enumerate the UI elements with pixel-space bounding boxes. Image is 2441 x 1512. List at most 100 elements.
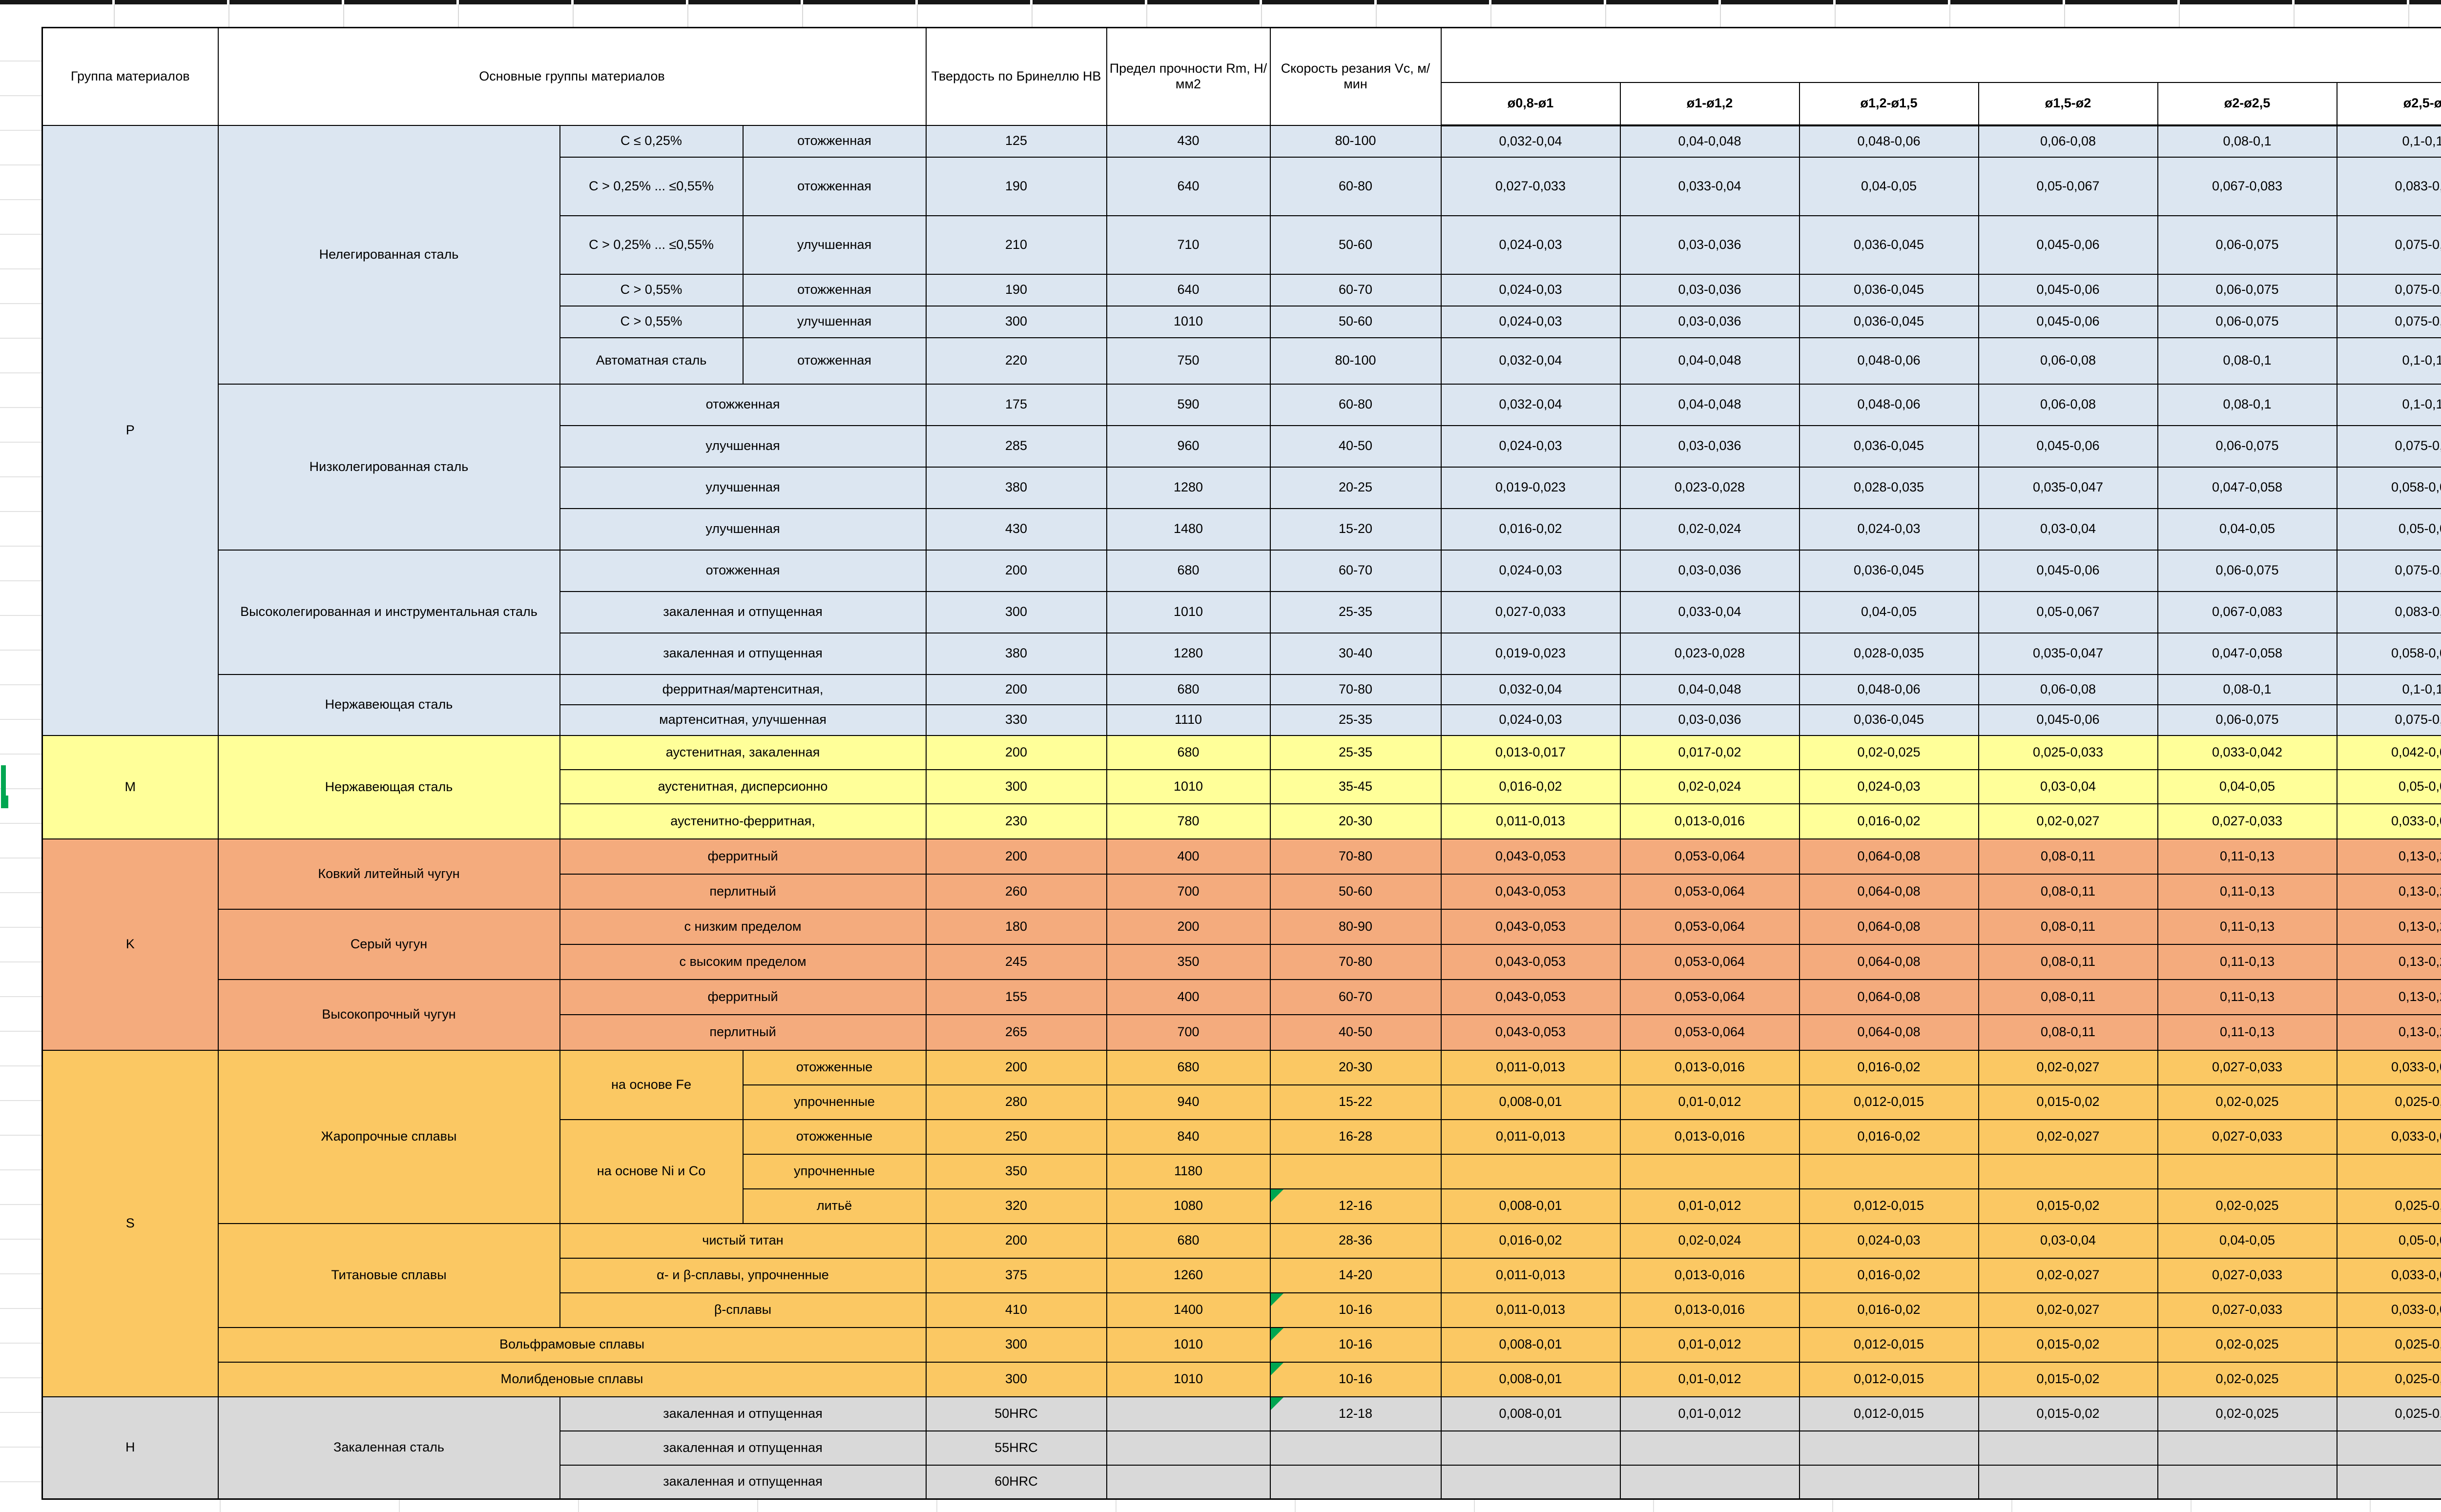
cell-K-r1-desc1[interactable]: Ковкий литейный чугун — [217, 838, 560, 910]
cell-P-r13-feed4[interactable]: 0,035-0,047 — [1978, 632, 2158, 675]
cell-K-r6-rm[interactable]: 700 — [1106, 1014, 1271, 1051]
cell-P-r14-desc1[interactable]: Нержавеющая сталь — [217, 674, 560, 736]
cell-H-r3-feed1[interactable] — [1440, 1464, 1621, 1500]
cell-P-r7-desc2[interactable]: отожженная — [559, 383, 927, 426]
cell-S-r9-feed5[interactable]: 0,02-0,025 — [2157, 1327, 2338, 1363]
group-letter-M[interactable]: M — [41, 735, 219, 839]
cell-S-r5-rm[interactable]: 1080 — [1106, 1188, 1271, 1224]
cell-K-r4-feed2[interactable]: 0,053-0,064 — [1619, 943, 1800, 980]
cell-P-r5-feed6[interactable]: 0,075-0,12 — [2336, 305, 2441, 338]
cell-M-r1-feed6[interactable]: 0,042-0,067 — [2336, 735, 2441, 770]
cell-S-r3-feed4[interactable]: 0,02-0,027 — [1978, 1119, 2158, 1155]
cell-S-r8-feed4[interactable]: 0,02-0,027 — [1978, 1292, 2158, 1328]
cell-S-r2-rm[interactable]: 940 — [1106, 1084, 1271, 1120]
cell-P-r8-hb[interactable]: 285 — [925, 425, 1107, 468]
cell-P-r8-desc1[interactable]: улучшенная — [559, 425, 927, 468]
cell-S-r6-feed5[interactable]: 0,04-0,05 — [2157, 1223, 2338, 1259]
cell-P-r4-feed4[interactable]: 0,045-0,06 — [1978, 273, 2158, 306]
cell-P-r3-feed3[interactable]: 0,036-0,045 — [1799, 215, 1979, 275]
cell-H-r2-feed2[interactable] — [1619, 1430, 1800, 1466]
cell-S-r4-feed1[interactable] — [1440, 1153, 1621, 1189]
cell-S-r3-feed2[interactable]: 0,013-0,016 — [1619, 1119, 1800, 1155]
cell-M-r3-feed3[interactable]: 0,016-0,02 — [1799, 803, 1979, 839]
cell-P-r7-hb[interactable]: 175 — [925, 383, 1107, 426]
cell-P-r9-desc1[interactable]: улучшенная — [559, 466, 927, 509]
cell-S-r6-hb[interactable]: 200 — [925, 1223, 1107, 1259]
cell-H-r1-feed5[interactable]: 0,02-0,025 — [2157, 1396, 2338, 1431]
group-letter-P[interactable]: P — [41, 124, 219, 736]
cell-K-r6-feed2[interactable]: 0,053-0,064 — [1619, 1014, 1800, 1051]
cell-P-r5-desc1[interactable]: C > 0,55% — [559, 305, 744, 338]
cell-S-r3-desc1[interactable]: на основе Ni и Co — [559, 1119, 744, 1224]
cell-S-r3-feed3[interactable]: 0,016-0,02 — [1799, 1119, 1979, 1155]
cell-M-r2-feed5[interactable]: 0,04-0,05 — [2157, 769, 2338, 804]
cell-P-r4-hb[interactable]: 190 — [925, 273, 1107, 306]
cell-H-r1-rm[interactable] — [1106, 1396, 1271, 1431]
cell-K-r2-feed6[interactable]: 0,13-0,21 — [2336, 873, 2441, 910]
cell-K-r2-vc[interactable]: 50-60 — [1269, 873, 1442, 910]
cell-K-r3-feed5[interactable]: 0,11-0,13 — [2157, 908, 2338, 945]
cell-S-r3-feed5[interactable]: 0,027-0,033 — [2157, 1119, 2338, 1155]
cell-S-r1-desc2[interactable]: на основе Fe — [559, 1049, 744, 1120]
cell-P-r6-desc2[interactable]: отожженная — [742, 337, 927, 385]
cell-S-r7-feed3[interactable]: 0,016-0,02 — [1799, 1257, 1979, 1293]
cell-S-r10-vc[interactable]: 10-16 — [1269, 1361, 1442, 1397]
cell-S-r3-feed6[interactable]: 0,033-0,053 — [2336, 1119, 2441, 1155]
cell-M-r2-feed1[interactable]: 0,016-0,02 — [1440, 769, 1621, 804]
cell-P-r10-hb[interactable]: 430 — [925, 508, 1107, 551]
cell-K-r5-feed6[interactable]: 0,13-0,21 — [2336, 979, 2441, 1015]
cell-S-r9-feed1[interactable]: 0,008-0,01 — [1440, 1327, 1621, 1363]
header-diameter-1[interactable]: ø0,8-ø1 — [1440, 82, 1621, 126]
cell-S-r2-feed3[interactable]: 0,012-0,015 — [1799, 1084, 1979, 1120]
cell-S-r3-feed1[interactable]: 0,011-0,013 — [1440, 1119, 1621, 1155]
cell-S-r2-feed6[interactable]: 0,025-0,04 — [2336, 1084, 2441, 1120]
cell-K-r2-desc1[interactable]: перлитный — [559, 873, 927, 910]
cell-P-r13-feed6[interactable]: 0,058-0,093 — [2336, 632, 2441, 675]
cell-H-r1-feed6[interactable]: 0,025-0,04 — [2336, 1396, 2441, 1431]
cell-P-r15-feed6[interactable]: 0,075-0,12 — [2336, 704, 2441, 736]
cell-H-r2-feed6[interactable] — [2336, 1430, 2441, 1466]
cell-P-r4-feed3[interactable]: 0,036-0,045 — [1799, 273, 1979, 306]
cell-M-r2-desc1[interactable]: аустенитная, дисперсионно — [559, 769, 927, 804]
cell-S-r3-rm[interactable]: 840 — [1106, 1119, 1271, 1155]
cell-S-r6-desc1[interactable]: Титановые сплавы — [217, 1223, 560, 1328]
cell-S-r4-rm[interactable]: 1180 — [1106, 1153, 1271, 1189]
cell-K-r2-feed2[interactable]: 0,053-0,064 — [1619, 873, 1800, 910]
cell-P-r2-feed5[interactable]: 0,067-0,083 — [2157, 156, 2338, 216]
cell-P-r4-vc[interactable]: 60-70 — [1269, 273, 1442, 306]
cell-H-r3-hb[interactable]: 60HRC — [925, 1464, 1107, 1500]
cell-P-r9-hb[interactable]: 380 — [925, 466, 1107, 509]
cell-M-r1-feed4[interactable]: 0,025-0,033 — [1978, 735, 2158, 770]
cell-S-r9-feed3[interactable]: 0,012-0,015 — [1799, 1327, 1979, 1363]
cell-P-r14-vc[interactable]: 70-80 — [1269, 674, 1442, 705]
cell-P-r6-hb[interactable]: 220 — [925, 337, 1107, 385]
cell-S-r1-feed1[interactable]: 0,011-0,013 — [1440, 1049, 1621, 1085]
cell-P-r8-vc[interactable]: 40-50 — [1269, 425, 1442, 468]
cell-S-r6-feed1[interactable]: 0,016-0,02 — [1440, 1223, 1621, 1259]
cell-S-r2-feed5[interactable]: 0,02-0,025 — [2157, 1084, 2338, 1120]
cell-S-r5-feed2[interactable]: 0,01-0,012 — [1619, 1188, 1800, 1224]
cell-M-r1-hb[interactable]: 200 — [925, 735, 1107, 770]
cell-K-r5-feed4[interactable]: 0,08-0,11 — [1978, 979, 2158, 1015]
cell-S-r4-feed3[interactable] — [1799, 1153, 1979, 1189]
cell-K-r5-desc2[interactable]: ферритный — [559, 979, 927, 1015]
cell-P-r15-feed5[interactable]: 0,06-0,075 — [2157, 704, 2338, 736]
cell-S-r5-feed3[interactable]: 0,012-0,015 — [1799, 1188, 1979, 1224]
cell-P-r12-feed1[interactable]: 0,027-0,033 — [1440, 591, 1621, 633]
cell-P-r3-feed6[interactable]: 0,075-0,12 — [2336, 215, 2441, 275]
cell-P-r6-feed5[interactable]: 0,08-0,1 — [2157, 337, 2338, 385]
cell-S-r4-feed6[interactable] — [2336, 1153, 2441, 1189]
cell-S-r4-desc1[interactable]: упрочненные — [742, 1153, 927, 1189]
cell-M-r1-feed5[interactable]: 0,033-0,042 — [2157, 735, 2338, 770]
cell-P-r4-feed6[interactable]: 0,075-0,12 — [2336, 273, 2441, 306]
cell-P-r6-vc[interactable]: 80-100 — [1269, 337, 1442, 385]
cell-S-r5-desc1[interactable]: литьё — [742, 1188, 927, 1224]
cell-P-r7-feed5[interactable]: 0,08-0,1 — [2157, 383, 2338, 426]
cell-S-r9-feed2[interactable]: 0,01-0,012 — [1619, 1327, 1800, 1363]
cell-K-r4-feed1[interactable]: 0,043-0,053 — [1440, 943, 1621, 980]
cell-P-r7-feed6[interactable]: 0,1-0,16 — [2336, 383, 2441, 426]
cell-P-r7-feed4[interactable]: 0,06-0,08 — [1978, 383, 2158, 426]
cell-S-r1-feed5[interactable]: 0,027-0,033 — [2157, 1049, 2338, 1085]
cell-K-r1-feed4[interactable]: 0,08-0,11 — [1978, 838, 2158, 875]
cell-P-r6-desc1[interactable]: Автоматная сталь — [559, 337, 744, 385]
